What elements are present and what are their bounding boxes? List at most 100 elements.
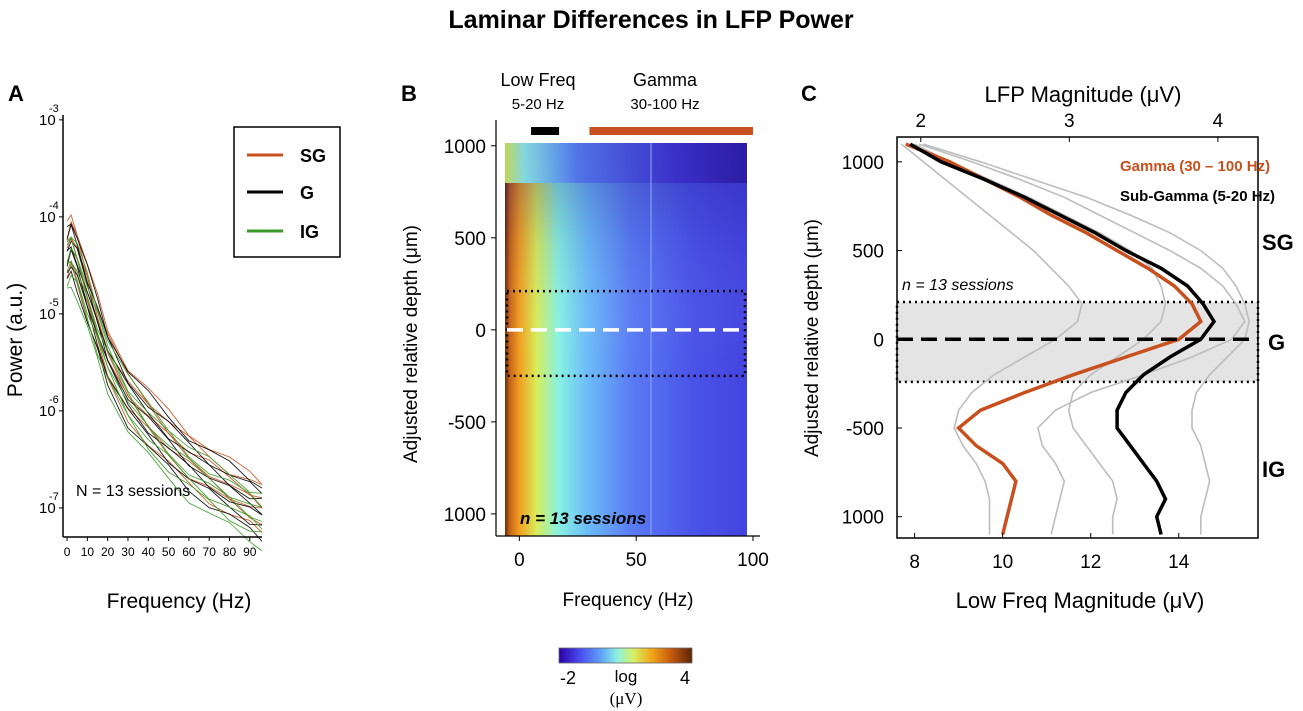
x-tick-label: 10 xyxy=(81,545,95,559)
x-tick-label: 10 xyxy=(992,552,1013,573)
series-line-sg xyxy=(66,247,263,509)
y-tick-label: -500 xyxy=(846,419,884,440)
y-tick-label: 10 xyxy=(39,500,56,517)
series-line-ig xyxy=(66,274,263,532)
series-line-g xyxy=(66,245,263,515)
band-low-label: Low Freq xyxy=(500,70,575,90)
x-tick-label: 0 xyxy=(64,545,71,559)
y-tick-exponent: -4 xyxy=(49,200,59,212)
y-tick-label: 1000 xyxy=(842,153,884,174)
band-low-bar xyxy=(531,127,560,135)
series-line-g xyxy=(66,223,263,489)
x-tick-label: 50 xyxy=(626,550,647,571)
x-tick-label: 30 xyxy=(121,545,135,559)
heatmap-image xyxy=(505,143,747,536)
legend-label-ig: IG xyxy=(300,222,319,242)
band-gamma-bar xyxy=(589,127,753,135)
series-line-g xyxy=(66,240,263,500)
series-line-g xyxy=(66,248,263,516)
y-tick-label: -500 xyxy=(448,413,486,434)
legend-label-g: G xyxy=(300,183,314,203)
y-tick-exponent: -5 xyxy=(49,297,59,309)
panel-a-x-axis-label: Frequency (Hz) xyxy=(107,590,252,613)
layer-label-g: G xyxy=(1268,330,1285,355)
panel-a-annotation: N = 13 sessions xyxy=(76,483,190,500)
granular-band xyxy=(895,300,1260,384)
series-line-ig xyxy=(66,236,263,494)
y-tick-label: 10 xyxy=(39,112,56,129)
series-line-sg xyxy=(66,213,263,485)
x-tick-label: 80 xyxy=(223,545,237,559)
figure-title: Laminar Differences in LFP Power xyxy=(448,6,853,34)
colorbar-min-label: -2 xyxy=(560,668,576,688)
panel-b-x-axis-label: Frequency (Hz) xyxy=(563,590,694,611)
y-tick-exponent: -7 xyxy=(49,491,59,503)
legend-label-sg: SG xyxy=(300,146,326,166)
x-tick-label: 14 xyxy=(1168,552,1190,573)
panel-b-y-axis-label: Adjusted relative depth (μm) xyxy=(401,225,422,463)
top-x-tick-label: 2 xyxy=(915,111,926,132)
panel-c-depth-profile: C 8 10 12 14 2 3 4 1000 500 0 -500 1000 LFP Magni… xyxy=(801,81,1294,613)
series-line-ig xyxy=(66,237,263,508)
x-tick-label: 40 xyxy=(142,545,156,559)
x-tick-label: 60 xyxy=(182,545,196,559)
y-tick-label: 10 xyxy=(39,306,56,323)
y-tick-label: 1000 xyxy=(842,508,884,529)
session-trace xyxy=(918,143,1246,535)
panel-c-annotation: n = 13 sessions xyxy=(902,277,1014,294)
panel-a-power-spectrum: A 0 10 20 30 40 50 60 70 80 90 10-310-410-510-610… xyxy=(4,81,341,613)
x-tick-label: 50 xyxy=(162,545,176,559)
colorbar-gradient xyxy=(558,647,693,664)
x-tick-label: 70 xyxy=(203,545,217,559)
series-line-ig xyxy=(66,259,263,530)
y-tick-label: 0 xyxy=(475,321,486,342)
layer-label-ig: IG xyxy=(1262,457,1285,482)
panel-b-label: B xyxy=(401,81,417,106)
colorbar: -2 4 log (μV) xyxy=(558,647,693,708)
colorbar-unit-label-2: (μV) xyxy=(610,689,643,708)
series-line-g xyxy=(66,222,263,494)
y-tick-exponent: -6 xyxy=(49,394,59,406)
heatmap-depth-shading xyxy=(505,143,747,536)
layer-label-sg: SG xyxy=(1262,230,1294,255)
gamma-profile-line xyxy=(905,142,1203,535)
x-tick-label: 90 xyxy=(243,545,257,559)
series-line-ig xyxy=(66,247,263,508)
x-tick-label: 12 xyxy=(1080,552,1101,573)
heatmap-top-rows xyxy=(505,143,747,183)
y-tick-label: 0 xyxy=(873,330,884,351)
x-tick-label: 0 xyxy=(514,550,525,571)
colorbar-max-label: 4 xyxy=(680,668,690,688)
top-x-tick-label: 4 xyxy=(1213,111,1224,132)
series-line-ig xyxy=(67,261,263,522)
panel-c-label: C xyxy=(801,81,817,106)
y-tick-label: 1000 xyxy=(444,137,486,158)
legend-subgamma: Sub-Gamma (5-20 Hz) xyxy=(1120,188,1275,205)
x-tick-label: 8 xyxy=(909,552,920,573)
series-line-g xyxy=(66,269,263,542)
y-tick-label: 500 xyxy=(852,242,884,263)
y-tick-label: 10 xyxy=(39,403,56,420)
panel-c-x-axis-label: Low Freq Magnitude (μV) xyxy=(956,588,1205,613)
panel-b-heatmap: B 0 50 100 1000 500 0 -500 1000 Low Freq 5-20 … xyxy=(401,70,769,708)
panel-c-y-axis-label: Adjusted relative depth (μm) xyxy=(802,219,823,457)
top-x-tick-label: 3 xyxy=(1064,111,1075,132)
series-line-ig xyxy=(67,286,263,552)
band-low-range: 5-20 Hz xyxy=(512,96,565,113)
panel-a-legend: SG G IG xyxy=(233,126,341,258)
panel-c-top-axis-label: LFP Magnitude (μV) xyxy=(985,82,1182,107)
series-line-g xyxy=(66,266,263,526)
y-tick-exponent: -3 xyxy=(49,103,59,115)
panel-a-y-axis-label: Power (a.u.) xyxy=(4,283,27,397)
x-tick-label: 100 xyxy=(737,550,769,571)
colorbar-unit-label: log xyxy=(615,667,638,686)
legend-gamma: Gamma (30 – 100 Hz) xyxy=(1120,158,1270,175)
y-tick-label: 10 xyxy=(39,209,56,226)
band-gamma-label: Gamma xyxy=(633,70,698,90)
panel-b-annotation: n = 13 sessions xyxy=(520,509,646,528)
y-tick-label: 500 xyxy=(454,229,486,250)
y-tick-label: 1000 xyxy=(444,505,486,526)
x-tick-label: 20 xyxy=(101,545,115,559)
band-gamma-range: 30-100 Hz xyxy=(630,96,699,113)
